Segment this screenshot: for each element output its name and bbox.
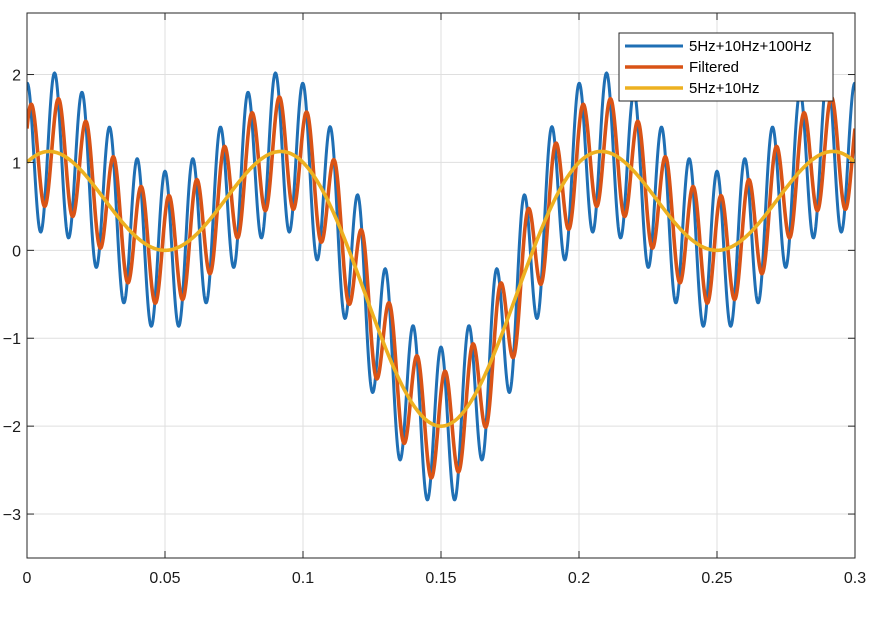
legend: 5Hz+10Hz+100Hz Filtered 5Hz+10Hz — [618, 32, 834, 102]
series-line-1 — [27, 71, 855, 502]
y-tick-label: 0 — [12, 243, 21, 260]
tick-labels: 0 0.05 0.1 0.15 0.2 0.25 0.3 2 1 0 −1 −2 −3 — [3, 68, 866, 587]
x-tick-label: 0.05 — [149, 570, 180, 587]
x-tick-label: 0 — [23, 570, 32, 587]
x-tick-label: 0.15 — [425, 570, 456, 587]
legend-label: 5Hz+10Hz — [689, 80, 759, 97]
x-tick-label: 0.3 — [844, 570, 866, 587]
legend-label: Filtered — [689, 59, 739, 76]
x-tick-label: 0.1 — [292, 570, 314, 587]
y-tick-label: −1 — [3, 331, 21, 348]
y-tick-label: −3 — [3, 507, 21, 524]
legend-label: 5Hz+10Hz+100Hz — [689, 38, 812, 55]
x-tick-label: 0.2 — [568, 570, 590, 587]
ticks — [26, 13, 856, 558]
y-tick-label: 1 — [12, 155, 21, 172]
x-tick-label: 0.25 — [701, 570, 732, 587]
series-layer — [27, 71, 855, 502]
y-tick-label: 2 — [12, 68, 21, 85]
series-line-2 — [27, 95, 855, 480]
series-line-3 — [27, 149, 855, 428]
y-tick-label: −2 — [3, 419, 21, 436]
